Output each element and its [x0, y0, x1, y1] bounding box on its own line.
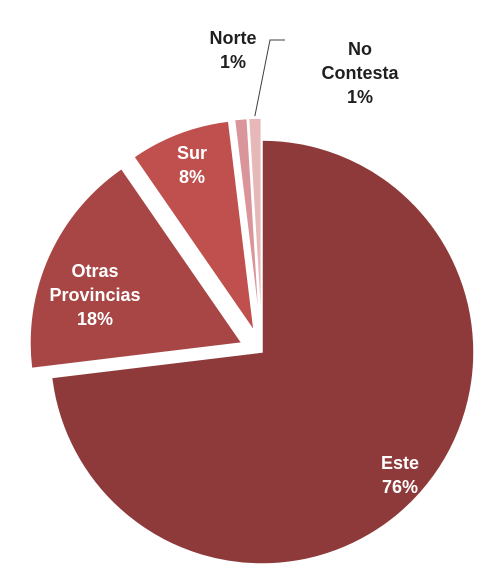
slice-value-label: 8% — [179, 167, 205, 187]
slice-category: Otras Provincias — [49, 261, 140, 305]
slice-category-word: Provincias — [49, 285, 140, 305]
slice-category: No Contesta — [321, 39, 399, 83]
slice-label: Norte 1% — [209, 28, 256, 72]
pie-slice — [50, 139, 475, 565]
slice-label: No Contesta 1% — [321, 39, 399, 107]
slice-value-label: 18% — [77, 309, 113, 329]
slice-label: Sur 8% — [177, 143, 207, 187]
pie-slice — [132, 120, 255, 332]
pie-slice — [247, 117, 263, 331]
slice-category: Sur — [177, 143, 207, 163]
slice-value-label: 1% — [220, 52, 246, 72]
slice-value-label: 76% — [382, 477, 418, 497]
slice-label: Este 76% — [381, 453, 419, 497]
pie-slice — [29, 167, 244, 370]
slice-label: Otras Provincias 18% — [49, 261, 140, 329]
slice-category-word: No — [348, 39, 372, 59]
pie-slice — [233, 117, 261, 331]
slice-category-word: Contesta — [321, 63, 399, 83]
slice-category: Este — [381, 453, 419, 473]
slice-value-label: 1% — [347, 87, 373, 107]
slice-category: Norte — [209, 28, 256, 48]
leader-line — [254, 39, 285, 117]
slice-category-word: Otras — [71, 261, 118, 281]
